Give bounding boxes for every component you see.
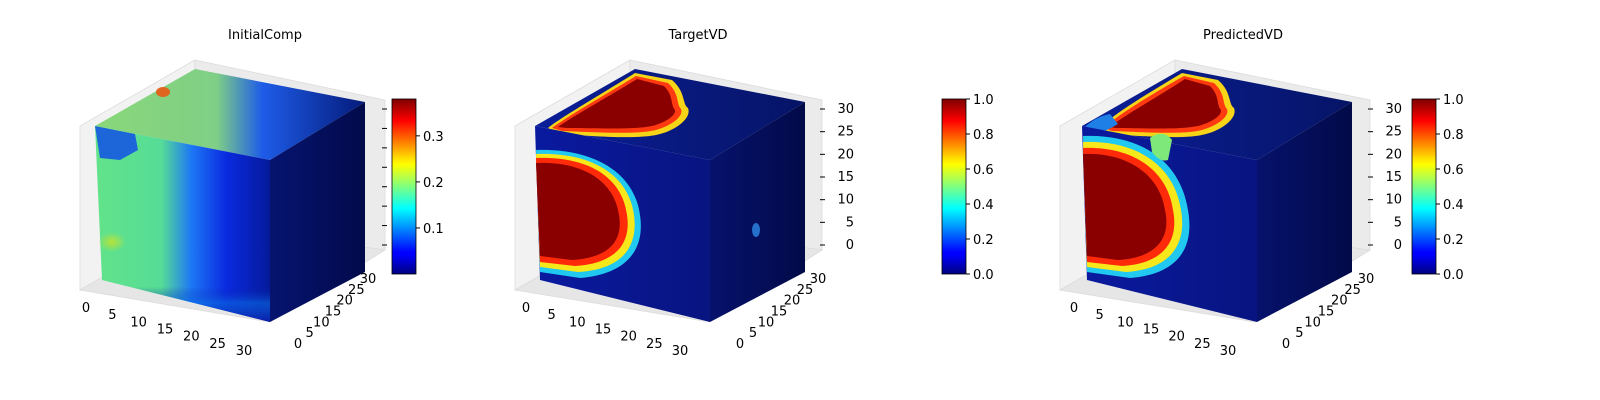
y-tick-label: 15 <box>1318 305 1335 320</box>
z-tick-label: 5 <box>1394 215 1402 230</box>
y-tick-label: 10 <box>1304 315 1321 330</box>
x-tick-label: 10 <box>130 315 147 330</box>
x-tick-label: 30 <box>1220 344 1237 359</box>
panel-title: TargetVD <box>667 28 727 43</box>
panel-title: InitialComp <box>228 28 302 43</box>
colorbar-tick-label: 0.1 <box>423 222 444 237</box>
cube-side-face <box>270 102 365 322</box>
y-tick-label: 30 <box>810 272 827 287</box>
colorbar-tick-label: 1.0 <box>973 93 994 108</box>
x-tick-label: 25 <box>646 337 663 352</box>
voxel-cube <box>1082 69 1352 322</box>
z-tick-label: 30 <box>1385 102 1402 117</box>
colorbar-tick-label: 0.3 <box>423 130 444 145</box>
y-tick-label: 10 <box>758 315 775 330</box>
panel-title: PredictedVD <box>1203 28 1283 43</box>
y-tick-label: 20 <box>336 294 353 309</box>
colorbar-tick-label: 0.8 <box>973 128 994 143</box>
z-tick-label: 5 <box>846 215 854 230</box>
panel-targetvd: TargetVD 0 5 10 15 20 25 30 0510152025300510152… <box>513 28 994 359</box>
z-tick-label: 0 <box>846 238 854 253</box>
y-tick-label: 0 <box>736 337 744 352</box>
y-tick-label: 0 <box>1282 337 1290 352</box>
colorbar: 0.0 0.2 0.4 0.6 0.8 1.0 <box>1411 93 1464 283</box>
colorbar: 0.1 0.2 0.3 <box>391 98 444 275</box>
colorbar-tick-label: 0.6 <box>973 163 994 178</box>
colorbar-tick-label: 0.0 <box>973 268 994 283</box>
y-tick-label: 15 <box>325 305 342 320</box>
x-tick-label: 10 <box>569 315 586 330</box>
z-tick-label: 30 <box>837 102 854 117</box>
z-tick-label: 0 <box>1394 238 1402 253</box>
x-tick-label: 25 <box>1194 337 1211 352</box>
colorbar-tick-label: 0.2 <box>973 233 994 248</box>
y-tick-label: 10 <box>313 315 330 330</box>
colorbar-tick-label: 0.2 <box>1443 233 1464 248</box>
y-tick-label: 0 <box>294 337 302 352</box>
y-tick-label: 30 <box>360 272 377 287</box>
y-tick-label: 5 <box>749 326 757 341</box>
z-tick-label: 15 <box>1385 170 1402 185</box>
y-tick-label: 15 <box>771 305 788 320</box>
colorbar-tick-label: 0.0 <box>1443 268 1464 283</box>
y-tick-label: 25 <box>348 283 365 298</box>
y-tick-label: 5 <box>306 326 314 341</box>
colorbar-tick-label: 0.4 <box>973 198 994 213</box>
x-tick-label: 30 <box>672 344 689 359</box>
z-tick-label: 20 <box>837 147 854 162</box>
y-tick-label: 5 <box>1295 326 1303 341</box>
cube-side-face <box>710 102 805 322</box>
y-tick-label: 20 <box>1331 294 1348 309</box>
z-tick-label: 15 <box>837 170 854 185</box>
x-tick-label: 20 <box>183 330 200 345</box>
cube-side-face <box>1257 102 1352 322</box>
z-tick-label: 10 <box>837 193 854 208</box>
z-tick-label: 25 <box>837 125 854 140</box>
x-tick-label: 5 <box>548 308 556 323</box>
colorbar-tick-label: 0.4 <box>1443 198 1464 213</box>
x-tick-label: 0 <box>82 301 90 316</box>
z-tick-label: 10 <box>1385 193 1402 208</box>
y-tick-label: 20 <box>784 294 801 309</box>
z-tick-label: 25 <box>1385 125 1402 140</box>
colorbar: 0.0 0.2 0.4 0.6 0.8 1.0 <box>941 93 994 283</box>
x-tick-label: 5 <box>1096 308 1104 323</box>
voxel-cube <box>95 69 365 322</box>
x-tick-label: 0 <box>1070 301 1078 316</box>
y-tick-label: 25 <box>797 283 814 298</box>
voxel-cube <box>535 69 805 322</box>
x-tick-label: 0 <box>522 301 530 316</box>
x-tick-label: 25 <box>209 337 226 352</box>
x-tick-label: 15 <box>595 323 612 338</box>
z-tick-label: 20 <box>1385 147 1402 162</box>
x-tick-label: 5 <box>108 308 116 323</box>
x-tick-label: 15 <box>157 323 174 338</box>
colorbar-tick-label: 0.6 <box>1443 163 1464 178</box>
x-tick-label: 20 <box>620 330 637 345</box>
colorbar-tick-label: 0.8 <box>1443 128 1464 143</box>
x-tick-label: 30 <box>236 344 253 359</box>
x-tick-label: 15 <box>1143 323 1160 338</box>
y-tick-label: 30 <box>1358 272 1375 287</box>
colorbar-tick-label: 1.0 <box>1443 93 1464 108</box>
x-tick-label: 10 <box>1117 315 1134 330</box>
colorbar-tick-label: 0.2 <box>423 176 444 191</box>
y-tick-label: 25 <box>1344 283 1361 298</box>
x-tick-label: 20 <box>1168 330 1185 345</box>
